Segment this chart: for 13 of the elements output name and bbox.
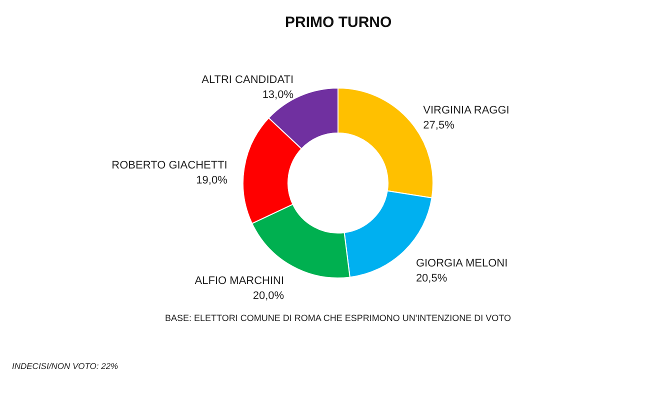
slice-label: ALTRI CANDIDATI <box>202 74 294 86</box>
text: BASE: ELETTORI COMUNE DI ROMA CHE ESPRIMONO UN'INTENZIONE DI VOTO <box>165 313 511 323</box>
data-label: 20,0% <box>252 290 284 302</box>
slice-label: GIORGIA MELONI <box>416 257 508 270</box>
data-label: 20,5% <box>416 272 448 284</box>
chart-title: PRIMO TURNO <box>285 14 392 31</box>
data-label: 27,5% <box>423 119 455 132</box>
slice-label: VIRGINIA RAGGI <box>423 104 510 116</box>
text: INDECISI/NON VOTO: 22% <box>12 361 119 371</box>
slice-label: ROBERTO GIACHETTI <box>112 159 228 172</box>
slice-label: ALFIO MARCHINI <box>194 275 284 288</box>
data-label: 13,0% <box>262 89 294 102</box>
data-label: 19,0% <box>196 174 228 186</box>
